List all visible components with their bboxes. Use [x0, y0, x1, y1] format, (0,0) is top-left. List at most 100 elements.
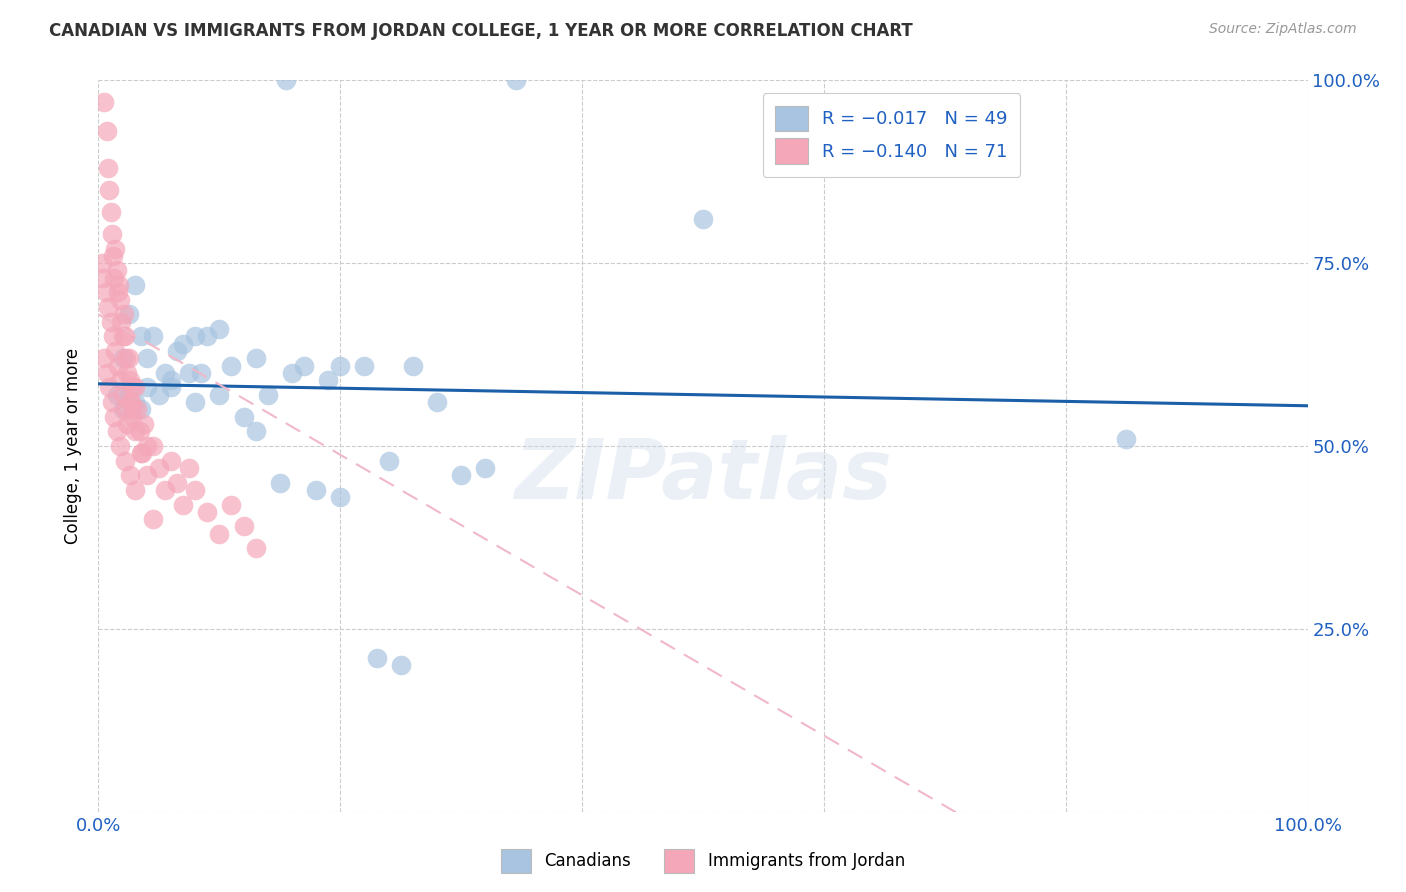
- Point: [108, 293, 131, 307]
- Point: [329, 359, 352, 373]
- Point: [305, 483, 328, 497]
- Point: [292, 359, 315, 373]
- Point: [104, 242, 127, 256]
- Point: [160, 373, 183, 387]
- Point: [124, 380, 146, 394]
- Point: [107, 285, 129, 300]
- Point: [114, 453, 136, 467]
- Point: [124, 395, 146, 409]
- Point: [195, 505, 218, 519]
- Point: [105, 263, 128, 277]
- Point: [124, 278, 146, 293]
- Point: [160, 380, 183, 394]
- Point: [124, 483, 146, 497]
- Text: ZIPatlas: ZIPatlas: [515, 434, 891, 516]
- Point: [121, 409, 143, 424]
- Point: [153, 366, 176, 380]
- Point: [100, 227, 122, 241]
- Point: [129, 446, 152, 460]
- Point: [111, 388, 134, 402]
- Y-axis label: College, 1 year or more: College, 1 year or more: [65, 348, 83, 544]
- Point: [108, 373, 131, 387]
- Point: [221, 498, 243, 512]
- Point: [208, 526, 231, 541]
- Point: [190, 366, 212, 380]
- Point: [91, 270, 114, 285]
- Point: [184, 483, 207, 497]
- Point: [316, 373, 339, 387]
- Point: [104, 343, 127, 358]
- Text: Source: ZipAtlas.com: Source: ZipAtlas.com: [1209, 22, 1357, 37]
- Point: [118, 468, 141, 483]
- Point: [105, 425, 128, 439]
- Point: [121, 380, 143, 394]
- Legend: Canadians, Immigrants from Jordan: Canadians, Immigrants from Jordan: [495, 842, 911, 880]
- Point: [274, 73, 297, 87]
- Point: [97, 161, 120, 175]
- Point: [94, 285, 117, 300]
- Point: [124, 425, 146, 439]
- Point: [112, 307, 135, 321]
- Point: [103, 409, 125, 424]
- Point: [117, 417, 139, 431]
- Point: [122, 402, 145, 417]
- Point: [118, 307, 141, 321]
- Point: [232, 409, 254, 424]
- Point: [474, 461, 496, 475]
- Point: [184, 395, 207, 409]
- Point: [366, 651, 388, 665]
- Point: [111, 329, 134, 343]
- Point: [98, 380, 121, 394]
- Point: [103, 270, 125, 285]
- Point: [129, 329, 152, 343]
- Point: [450, 468, 472, 483]
- Point: [108, 278, 131, 293]
- Point: [179, 366, 201, 380]
- Point: [142, 439, 165, 453]
- Point: [208, 322, 231, 336]
- Point: [100, 205, 122, 219]
- Point: [93, 95, 115, 110]
- Point: [195, 329, 218, 343]
- Point: [148, 388, 170, 402]
- Point: [118, 373, 141, 387]
- Point: [166, 343, 188, 358]
- Point: [110, 315, 132, 329]
- Point: [208, 388, 231, 402]
- Point: [179, 461, 201, 475]
- Point: [135, 351, 157, 366]
- Point: [245, 425, 267, 439]
- Point: [135, 380, 157, 394]
- Point: [105, 388, 128, 402]
- Point: [402, 359, 425, 373]
- Point: [221, 359, 243, 373]
- Point: [353, 359, 375, 373]
- Point: [281, 366, 304, 380]
- Point: [118, 351, 141, 366]
- Point: [91, 256, 114, 270]
- Point: [127, 402, 149, 417]
- Point: [97, 300, 120, 314]
- Point: [148, 461, 170, 475]
- Point: [108, 439, 131, 453]
- Point: [184, 329, 207, 343]
- Point: [100, 395, 122, 409]
- Point: [118, 395, 141, 409]
- Point: [153, 483, 176, 497]
- Point: [329, 490, 352, 504]
- Point: [100, 315, 122, 329]
- Point: [166, 475, 188, 490]
- Point: [120, 395, 142, 409]
- Point: [107, 359, 129, 373]
- Point: [96, 366, 118, 380]
- Point: [232, 519, 254, 533]
- Point: [98, 183, 121, 197]
- Point: [172, 336, 194, 351]
- Point: [134, 417, 156, 431]
- Point: [142, 329, 165, 343]
- Point: [114, 402, 136, 417]
- Point: [93, 351, 115, 366]
- Point: [135, 439, 157, 453]
- Point: [377, 453, 399, 467]
- Point: [115, 351, 138, 366]
